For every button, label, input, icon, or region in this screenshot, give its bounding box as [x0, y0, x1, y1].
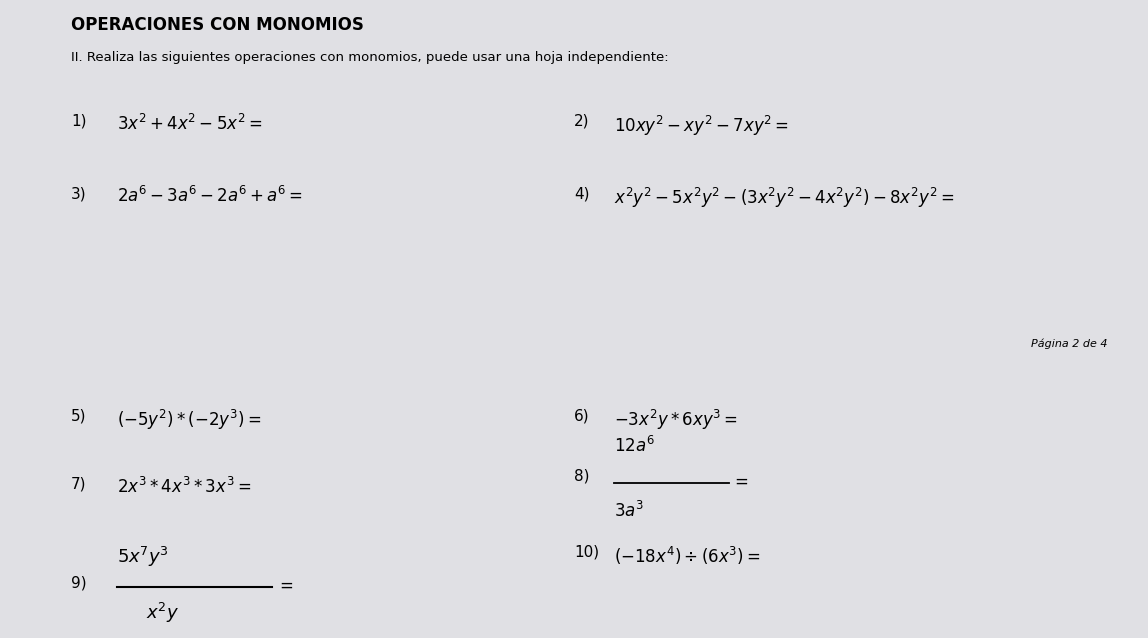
Text: $=$: $=$	[276, 576, 293, 594]
Text: 6): 6)	[574, 408, 590, 423]
Text: 10): 10)	[574, 545, 599, 560]
Text: $12a^6$: $12a^6$	[614, 436, 656, 456]
Text: $5x^7y^3$: $5x^7y^3$	[117, 545, 169, 569]
Text: $3a^3$: $3a^3$	[614, 501, 644, 521]
Text: 4): 4)	[574, 186, 590, 202]
Text: $=$: $=$	[731, 471, 748, 490]
Text: II. Realiza las siguientes operaciones con monomios, puede usar una hoja indepen: II. Realiza las siguientes operaciones c…	[71, 50, 669, 64]
Text: 9): 9)	[71, 576, 87, 591]
Text: $2x^3 * 4x^3 * 3x^3=$: $2x^3 * 4x^3 * 3x^3=$	[117, 477, 251, 496]
Text: 1): 1)	[71, 114, 87, 129]
Text: 3): 3)	[71, 186, 87, 202]
Text: $2a^6 - 3a^6 - 2a^6 + a^6 =$: $2a^6 - 3a^6 - 2a^6 + a^6 =$	[117, 186, 303, 207]
Text: 7): 7)	[71, 477, 87, 491]
Text: $3x^2 + 4x^2 - 5x^2 =$: $3x^2 + 4x^2 - 5x^2 =$	[117, 114, 263, 134]
Text: $x^2y^2 - 5x^2y^2 - (3x^2y^2 - 4x^2y^2) - 8x^2y^2=$: $x^2y^2 - 5x^2y^2 - (3x^2y^2 - 4x^2y^2) …	[614, 186, 954, 211]
Text: Página 2 de 4: Página 2 de 4	[1031, 338, 1108, 349]
Text: 8): 8)	[574, 469, 590, 484]
Text: $-3x^2y * 6xy^3 =$: $-3x^2y * 6xy^3 =$	[614, 408, 738, 432]
Text: OPERACIONES CON MONOMIOS: OPERACIONES CON MONOMIOS	[71, 16, 364, 34]
Text: $x^2y$: $x^2y$	[146, 601, 179, 625]
Text: $10xy^2 - xy^2 - 7xy^2 =$: $10xy^2 - xy^2 - 7xy^2 =$	[614, 114, 790, 138]
Text: $(-18x^4) \div (6x^3) =$: $(-18x^4) \div (6x^3) =$	[614, 545, 761, 567]
Text: $(-5y^2) * (-2y^3)=$: $(-5y^2) * (-2y^3)=$	[117, 408, 262, 432]
Text: 2): 2)	[574, 114, 590, 129]
Text: 5): 5)	[71, 408, 87, 423]
